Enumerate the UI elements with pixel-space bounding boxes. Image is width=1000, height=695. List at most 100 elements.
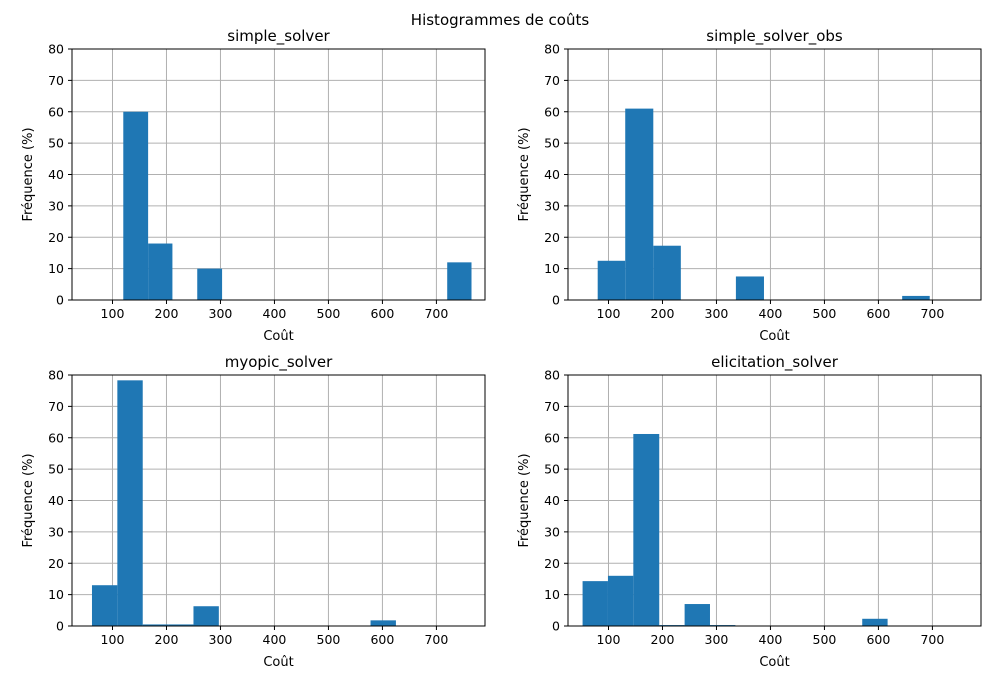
y-tick-label: 60 <box>544 104 560 119</box>
histogram-bar <box>197 268 223 300</box>
chart-panel-2: 100 200 300 400 500 600 700 0 10 20 30 40 50 60 70 80 si… <box>517 27 982 344</box>
x-tick-label: 100 <box>597 632 621 647</box>
y-axis-label: Fréquence (%) <box>21 127 36 221</box>
y-tick-label: 70 <box>48 73 64 88</box>
y-tick-label: 60 <box>544 430 560 445</box>
x-tick-label: 600 <box>866 306 890 321</box>
x-tick-label: 400 <box>263 306 287 321</box>
chart-panel-1: 100 200 300 400 500 600 700 0 10 20 30 40 50 60 70 80 si… <box>21 27 486 344</box>
y-tick-label: 30 <box>48 524 64 539</box>
histogram-bar <box>447 262 472 300</box>
x-tick-label: 600 <box>370 306 394 321</box>
x-axis-label: Coût <box>759 655 789 670</box>
y-tick-label: 0 <box>56 619 64 634</box>
y-tick-label: 80 <box>48 42 64 57</box>
y-tick-label: 30 <box>48 198 64 213</box>
y-tick-label: 10 <box>48 261 64 276</box>
histogram-bar <box>902 295 930 300</box>
y-tick-label: 50 <box>544 136 560 151</box>
chart-title: myopic_solver <box>225 353 333 372</box>
histogram-bar <box>142 624 169 626</box>
chart-title: elicitation_solver <box>711 353 839 372</box>
x-tick-label: 300 <box>705 306 729 321</box>
figure-title: Histogrammes de coûts <box>410 11 590 29</box>
x-axis-label: Coût <box>263 655 293 670</box>
x-tick-label: 700 <box>920 632 944 647</box>
x-axis-label: Coût <box>263 329 293 344</box>
x-axis-label: Coût <box>759 329 789 344</box>
y-tick-label: 30 <box>544 198 560 213</box>
y-tick-label: 60 <box>48 430 64 445</box>
x-tick-label: 700 <box>920 306 944 321</box>
chart-panel-4: 100 200 300 400 500 600 700 0 10 20 30 40 50 60 70 80 el… <box>517 353 982 670</box>
x-tick-label: 100 <box>101 306 125 321</box>
x-tick-label: 100 <box>101 632 125 647</box>
histogram-bar <box>862 618 888 626</box>
y-tick-label: 70 <box>544 399 560 414</box>
y-tick-label: 70 <box>48 399 64 414</box>
histogram-bar <box>684 604 710 626</box>
y-tick-label: 50 <box>48 136 64 151</box>
y-tick-label: 40 <box>544 167 560 182</box>
y-tick-label: 20 <box>48 556 64 571</box>
histogram-bar <box>370 620 396 626</box>
y-axis-label: Fréquence (%) <box>517 127 532 221</box>
x-tick-label: 200 <box>651 632 675 647</box>
histogram-bar <box>91 585 118 626</box>
y-tick-label: 40 <box>48 493 64 508</box>
x-tick-label: 300 <box>705 632 729 647</box>
y-tick-label: 0 <box>552 619 560 634</box>
x-tick-label: 500 <box>317 632 341 647</box>
y-tick-label: 20 <box>48 230 64 245</box>
y-tick-label: 10 <box>544 587 560 602</box>
histogram-bar <box>597 260 626 300</box>
x-tick-label: 500 <box>813 632 837 647</box>
x-tick-label: 200 <box>651 306 675 321</box>
y-tick-label: 50 <box>48 462 64 477</box>
x-tick-label: 500 <box>813 306 837 321</box>
x-tick-label: 400 <box>759 632 783 647</box>
x-tick-label: 500 <box>317 306 341 321</box>
chart-title: simple_solver_obs <box>706 27 843 46</box>
histogram-bar <box>123 111 149 300</box>
histogram-bar <box>117 380 143 626</box>
histogram-bar <box>653 245 681 300</box>
x-tick-label: 600 <box>866 632 890 647</box>
histogram-bar <box>625 108 654 300</box>
x-tick-label: 300 <box>209 306 233 321</box>
y-tick-label: 40 <box>48 167 64 182</box>
y-tick-label: 10 <box>48 587 64 602</box>
x-tick-label: 300 <box>209 632 233 647</box>
y-tick-label: 80 <box>48 368 64 383</box>
y-tick-label: 70 <box>544 73 560 88</box>
chart-title: simple_solver <box>227 27 330 46</box>
y-tick-label: 10 <box>544 261 560 276</box>
y-axis-label: Fréquence (%) <box>21 453 36 547</box>
histogram-bar <box>735 276 764 300</box>
y-tick-label: 60 <box>48 104 64 119</box>
histogram-bar <box>607 575 634 626</box>
y-axis-label: Fréquence (%) <box>517 453 532 547</box>
chart-panel-3: 100 200 300 400 500 600 700 0 10 20 30 40 50 60 70 80 my… <box>21 353 486 670</box>
y-tick-label: 80 <box>544 42 560 57</box>
x-tick-label: 600 <box>370 632 394 647</box>
x-tick-label: 400 <box>759 306 783 321</box>
x-tick-label: 700 <box>424 306 448 321</box>
x-tick-label: 100 <box>597 306 621 321</box>
y-tick-label: 0 <box>552 293 560 308</box>
y-tick-label: 80 <box>544 368 560 383</box>
histogram-bar <box>633 433 660 626</box>
y-tick-label: 40 <box>544 493 560 508</box>
y-tick-label: 20 <box>544 556 560 571</box>
histogram-bar <box>168 624 194 626</box>
y-tick-label: 20 <box>544 230 560 245</box>
y-tick-label: 50 <box>544 462 560 477</box>
x-tick-label: 200 <box>155 306 179 321</box>
histogram-bar <box>582 581 608 626</box>
histogram-bar <box>193 606 219 626</box>
x-tick-label: 400 <box>263 632 287 647</box>
x-tick-label: 200 <box>155 632 179 647</box>
histogram-bar <box>148 243 173 300</box>
